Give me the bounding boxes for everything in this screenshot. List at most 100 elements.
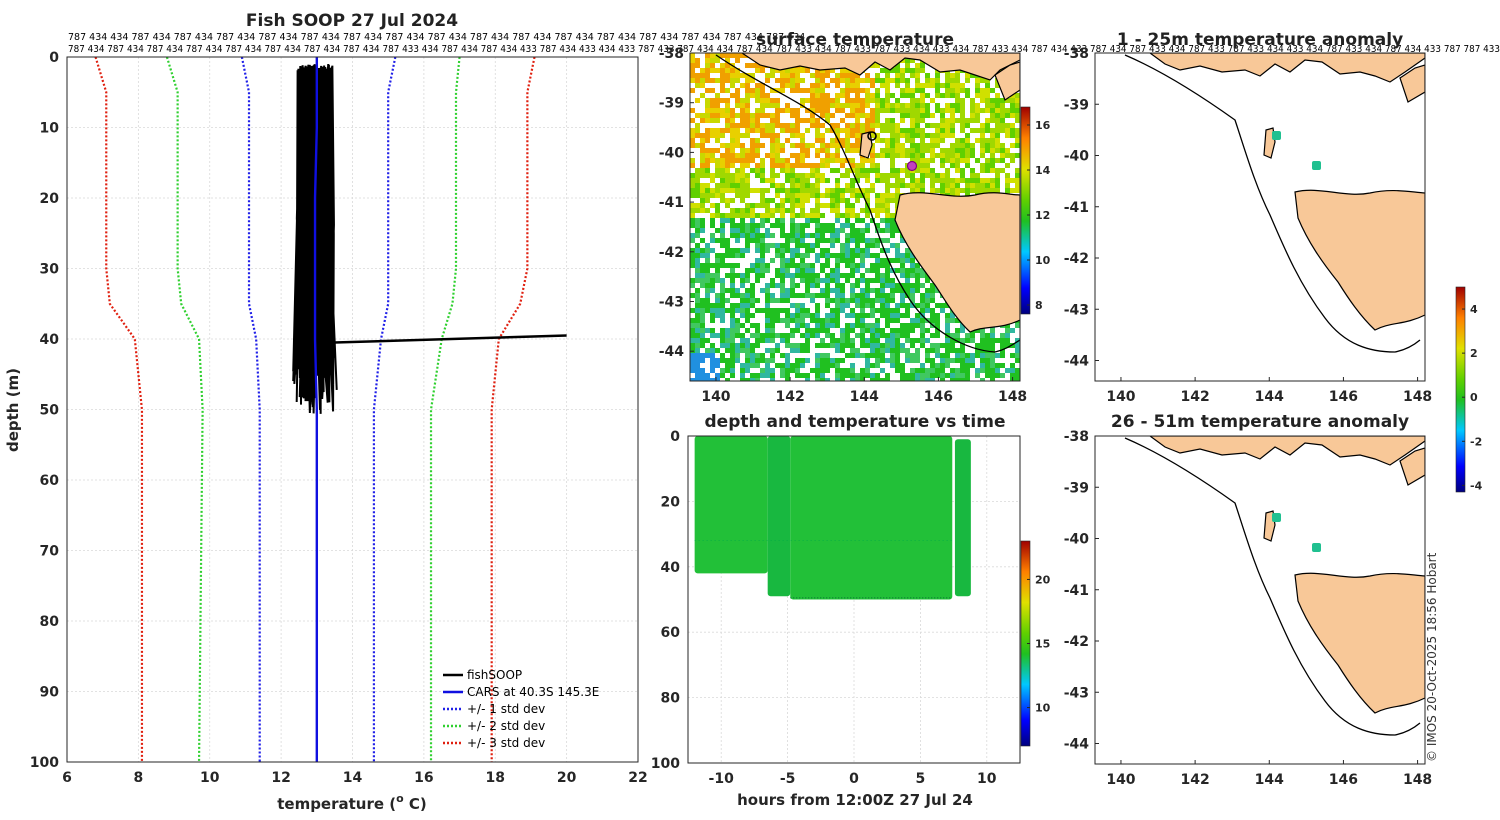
sst-pixel xyxy=(1000,338,1005,343)
sst-pixel xyxy=(860,103,865,108)
sst-pixel xyxy=(790,238,795,243)
sst-pixel xyxy=(1000,168,1005,173)
sst-pixel xyxy=(1010,373,1015,378)
sst-pixel xyxy=(865,228,870,233)
sst-pixel xyxy=(830,233,835,238)
sst-pixel xyxy=(820,158,825,163)
sst-pixel xyxy=(930,83,935,88)
sst-pixel xyxy=(715,98,720,103)
sst-pixel xyxy=(920,108,925,113)
sst-pixel xyxy=(740,313,745,318)
sst-pixel xyxy=(855,168,860,173)
sst-pixel xyxy=(865,373,870,378)
sst-pixel xyxy=(835,258,840,263)
sst-pixel xyxy=(980,343,985,348)
sst-pixel xyxy=(910,368,915,373)
sst-pixel xyxy=(1015,98,1020,103)
sst-pixel xyxy=(710,98,715,103)
sst-pixel xyxy=(770,153,775,158)
dt-block xyxy=(694,436,768,574)
sst-pixel xyxy=(900,333,905,338)
sst-pixel xyxy=(785,373,790,378)
sst-pixel xyxy=(715,118,720,123)
sst-pixel xyxy=(905,93,910,98)
sst-pixel xyxy=(810,193,815,198)
sst-pixel xyxy=(780,333,785,338)
sst-pixel xyxy=(810,243,815,248)
sst-pixel xyxy=(875,263,880,268)
sst-pixel xyxy=(865,88,870,93)
sst-pixel xyxy=(700,333,705,338)
sst-pixel xyxy=(760,128,765,133)
sst-pixel xyxy=(765,303,770,308)
sst-pixel xyxy=(690,53,695,58)
sst-pixel xyxy=(745,233,750,238)
sst-pixel xyxy=(745,238,750,243)
sst-pixel xyxy=(860,248,865,253)
sst-pixel xyxy=(965,133,970,138)
series-cars xyxy=(313,57,319,762)
sst-pixel xyxy=(810,368,815,373)
sst-pixel xyxy=(930,378,935,381)
sst-pixel xyxy=(770,68,775,73)
sst-pixel xyxy=(750,218,755,223)
sst-pixel xyxy=(755,228,760,233)
sst-pixel xyxy=(740,208,745,213)
sst-pixel xyxy=(825,163,830,168)
sst-pixel xyxy=(725,148,730,153)
sst-pixel xyxy=(690,208,695,213)
sst-pixel xyxy=(975,373,980,378)
anom2-xtick: 146 xyxy=(1329,772,1358,788)
sst-pixel xyxy=(730,128,735,133)
sst-pixel xyxy=(875,378,880,381)
sst-pixel xyxy=(710,308,715,313)
sst-pixel xyxy=(800,233,805,238)
sst-pixel xyxy=(720,168,725,173)
sst-pixel xyxy=(845,273,850,278)
sst-pixel xyxy=(730,368,735,373)
sst-pixel xyxy=(720,328,725,333)
sst-pixel xyxy=(895,103,900,108)
sst-pixel xyxy=(745,128,750,133)
sst-pixel xyxy=(1010,368,1015,373)
anom1-ticks: 140 142 144 146 148-38-39-40-41-42-43-44 xyxy=(1064,46,1432,405)
sst-pixel xyxy=(780,248,785,253)
sst-pixel xyxy=(880,353,885,358)
sst-pixel xyxy=(915,88,920,93)
sst-pixel xyxy=(745,183,750,188)
sst-ytick: -39 xyxy=(659,96,684,112)
sst-pixel xyxy=(810,333,815,338)
sst-pixel xyxy=(745,363,750,368)
sst-pixel xyxy=(800,318,805,323)
sst-pixel xyxy=(690,248,695,253)
sst-pixel xyxy=(860,343,865,348)
sst-pixel xyxy=(885,178,890,183)
sst-pixel xyxy=(825,303,830,308)
sst-pixel xyxy=(790,163,795,168)
sst-pixel xyxy=(810,183,815,188)
sst-pixel xyxy=(1005,328,1010,333)
sst-pixel xyxy=(920,128,925,133)
sst-pixel xyxy=(900,298,905,303)
sst-pixel xyxy=(780,353,785,358)
sst-pixel xyxy=(885,123,890,128)
sst-pixel xyxy=(805,198,810,203)
sst-pixel xyxy=(1000,143,1005,148)
sst-pixel xyxy=(740,303,745,308)
sst-pixel xyxy=(945,93,950,98)
sst-pixel xyxy=(825,298,830,303)
sst-pixel xyxy=(815,83,820,88)
sst-pixel xyxy=(695,113,700,118)
sst-pixel xyxy=(820,93,825,98)
sst-pixel xyxy=(710,363,715,368)
sst-pixel xyxy=(960,88,965,93)
sst-pixel xyxy=(825,333,830,338)
sst-pixel xyxy=(950,118,955,123)
sst-pixel xyxy=(835,78,840,83)
sst-pixel xyxy=(935,333,940,338)
anom1-xtick: 142 xyxy=(1180,389,1209,405)
sst-pixel xyxy=(960,108,965,113)
sst-pixel xyxy=(715,168,720,173)
sst-pixel xyxy=(860,258,865,263)
profile-xlabel-main: temperature ( xyxy=(277,795,396,813)
